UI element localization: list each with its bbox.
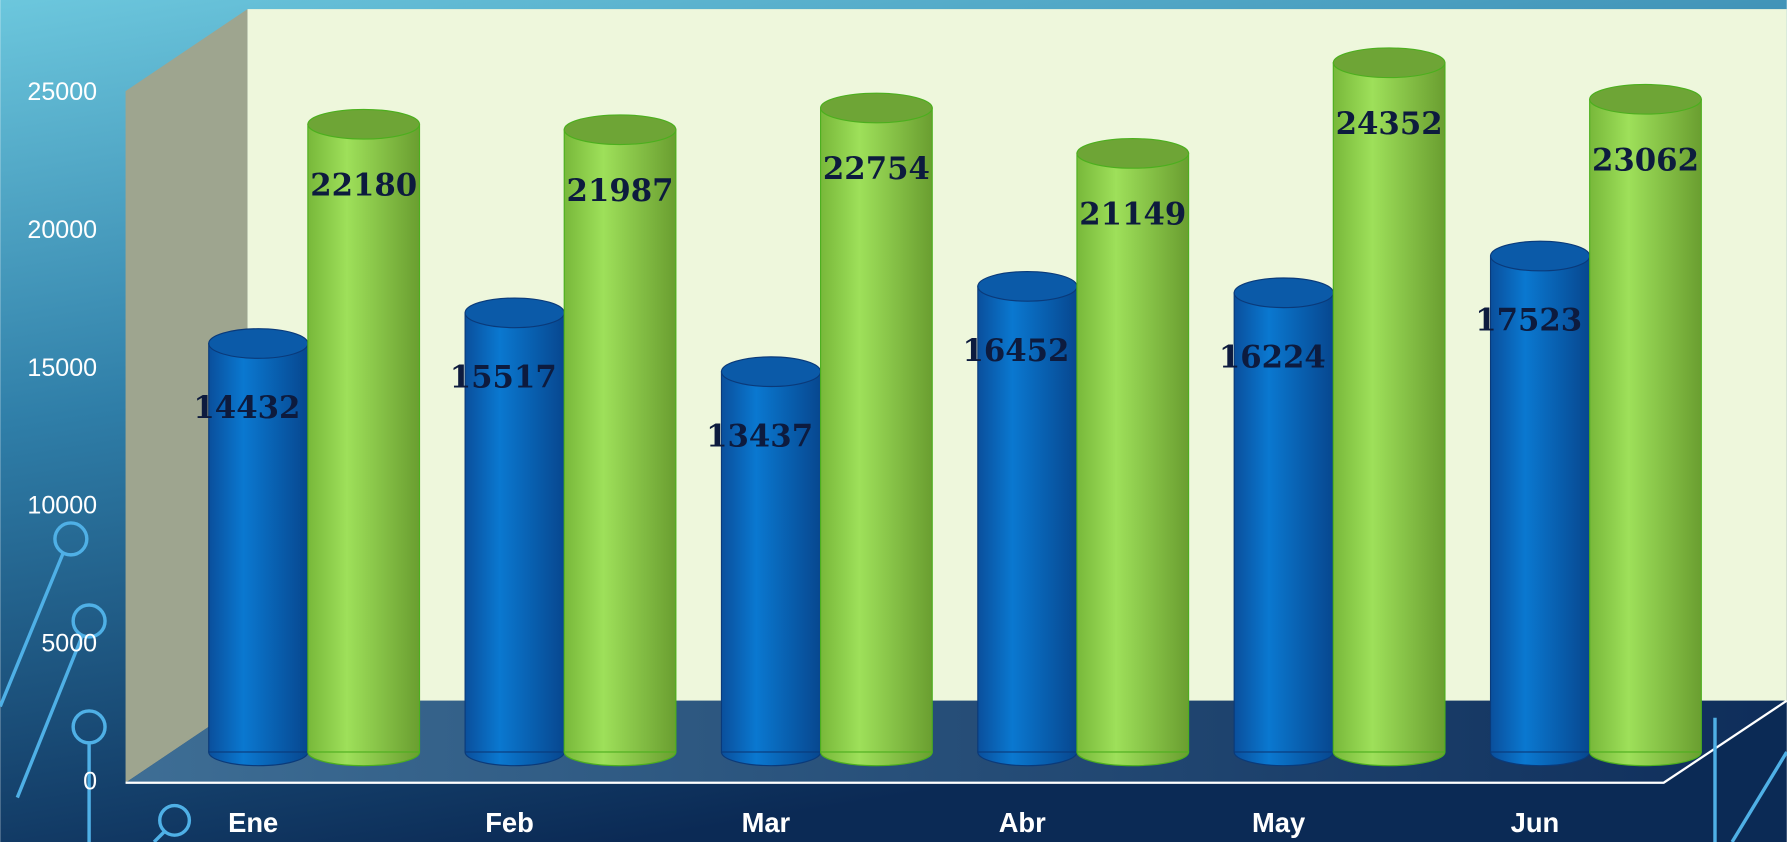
value-label: 22180 (310, 167, 417, 203)
value-label: 16452 (962, 333, 1069, 369)
y-tick-label: 15000 (27, 354, 97, 382)
bar-top (820, 92, 933, 124)
bar-top (208, 328, 309, 359)
bar-top (720, 356, 822, 388)
value-label: 22754 (823, 151, 930, 187)
bar-top (1233, 277, 1334, 309)
value-label: 23062 (1592, 142, 1699, 178)
value-label: 21149 (1079, 197, 1186, 233)
circuit-decoration (0, 521, 1787, 842)
bar-top (563, 114, 677, 146)
bar-top (1332, 47, 1446, 79)
bar-top (1076, 138, 1190, 169)
bar-top (977, 270, 1078, 302)
bar-top (1589, 83, 1702, 115)
bar (977, 285, 1078, 753)
bar (1076, 152, 1190, 753)
bar (208, 342, 309, 753)
value-label: 14432 (193, 390, 300, 426)
y-tick-label: 25000 (27, 78, 97, 106)
bar (820, 107, 933, 753)
x-tick-label: Feb (485, 807, 534, 838)
value-label: 21987 (567, 173, 674, 209)
bar (1489, 255, 1591, 753)
x-tick-label: Jun (1511, 807, 1560, 838)
x-tick-label: Mar (742, 807, 791, 838)
bar (307, 123, 421, 753)
bar (1332, 62, 1446, 753)
x-tick-label: Abr (999, 807, 1046, 838)
x-tick-label: Ene (228, 807, 278, 838)
x-tick-label: May (1252, 807, 1306, 838)
y-tick-label: 5000 (41, 630, 97, 658)
bar-top (464, 297, 565, 329)
value-label: 15517 (450, 359, 557, 395)
bar (1233, 292, 1334, 753)
bar-top (1489, 240, 1591, 272)
y-tick-label: 20000 (27, 216, 97, 244)
value-label: 17523 (1475, 303, 1582, 339)
bar-top (307, 108, 421, 140)
bar (1589, 98, 1702, 753)
bar (720, 371, 822, 753)
y-tick-label: 0 (83, 767, 97, 795)
floor-edge (125, 699, 1787, 784)
bar (563, 129, 677, 753)
value-label: 16224 (1219, 339, 1326, 375)
value-label: 24352 (1336, 106, 1443, 142)
value-label: 13437 (706, 418, 813, 454)
y-tick-label: 10000 (27, 492, 97, 520)
